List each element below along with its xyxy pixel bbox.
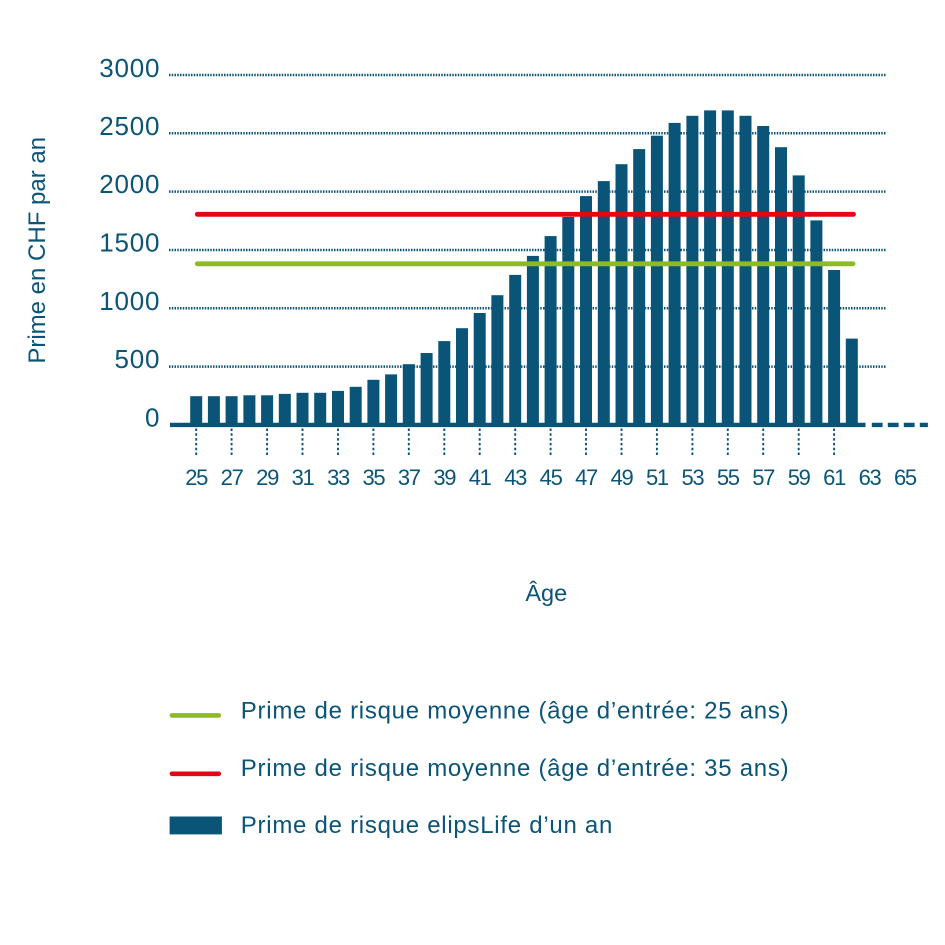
svg-text:0: 0	[145, 402, 160, 432]
svg-text:Âge: Âge	[525, 580, 567, 606]
svg-text:49: 49	[611, 465, 634, 490]
svg-text:41: 41	[469, 465, 492, 490]
svg-text:35: 35	[362, 465, 385, 490]
svg-text:2500: 2500	[99, 111, 160, 141]
svg-text:59: 59	[788, 465, 811, 490]
svg-text:55: 55	[717, 465, 740, 490]
svg-text:45: 45	[540, 465, 563, 490]
svg-text:61: 61	[823, 465, 846, 490]
svg-text:31: 31	[292, 465, 315, 490]
svg-text:3000: 3000	[99, 53, 160, 83]
svg-text:1500: 1500	[99, 228, 160, 258]
svg-text:29: 29	[256, 465, 279, 490]
svg-text:37: 37	[398, 465, 421, 490]
svg-text:33: 33	[327, 465, 350, 490]
svg-text:Prime de risque moyenne (âge d: Prime de risque moyenne (âge d’entrée: 3…	[241, 755, 790, 782]
svg-text:39: 39	[433, 465, 456, 490]
svg-text:65: 65	[894, 465, 917, 490]
svg-text:Prime en CHF par an: Prime en CHF par an	[24, 137, 51, 364]
svg-text:Prime de risque moyenne (âge d: Prime de risque moyenne (âge d’entrée: 2…	[241, 697, 790, 724]
svg-text:53: 53	[681, 465, 704, 490]
svg-text:27: 27	[221, 465, 244, 490]
svg-text:2000: 2000	[99, 169, 160, 199]
svg-text:47: 47	[575, 465, 598, 490]
svg-text:1000: 1000	[99, 286, 160, 316]
svg-text:63: 63	[859, 465, 882, 490]
svg-text:43: 43	[504, 465, 527, 490]
svg-text:500: 500	[115, 344, 161, 374]
svg-text:25: 25	[185, 465, 208, 490]
svg-text:51: 51	[646, 465, 669, 490]
svg-text:57: 57	[752, 465, 775, 490]
svg-text:Prime de risque elipsLife d’un: Prime de risque elipsLife d’un an	[241, 812, 613, 839]
